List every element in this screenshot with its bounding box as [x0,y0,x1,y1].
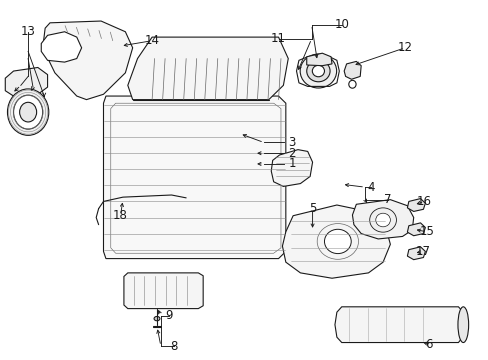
Polygon shape [407,199,425,211]
Ellipse shape [324,229,350,253]
Polygon shape [103,96,285,258]
Ellipse shape [457,307,468,342]
Ellipse shape [375,213,389,227]
Text: 1: 1 [288,157,295,170]
Ellipse shape [300,54,336,88]
Ellipse shape [312,65,324,77]
Text: 3: 3 [288,136,295,149]
Text: 2: 2 [288,147,295,160]
Text: 11: 11 [270,32,285,45]
Ellipse shape [306,60,329,82]
Ellipse shape [369,208,396,232]
Polygon shape [123,273,203,309]
Text: 9: 9 [165,309,173,322]
Polygon shape [334,307,465,342]
Text: 12: 12 [397,41,411,54]
Text: 6: 6 [425,338,432,351]
Polygon shape [5,67,47,96]
Ellipse shape [14,95,42,129]
Ellipse shape [20,102,37,122]
Polygon shape [42,21,132,100]
Polygon shape [407,247,425,260]
Text: 10: 10 [334,18,348,31]
Polygon shape [271,150,312,186]
Polygon shape [407,223,425,236]
Text: 4: 4 [366,181,374,194]
Polygon shape [352,200,413,239]
Polygon shape [282,205,389,278]
Text: 7: 7 [384,193,391,206]
Text: 5: 5 [308,202,316,215]
Text: 15: 15 [419,225,433,238]
Text: 13: 13 [20,25,36,38]
Ellipse shape [154,316,160,321]
Polygon shape [344,62,361,79]
Text: 17: 17 [415,245,430,258]
Text: 14: 14 [144,34,159,47]
Polygon shape [41,32,81,62]
Text: 18: 18 [113,209,128,222]
Text: 8: 8 [170,339,177,352]
Polygon shape [306,53,331,66]
Text: 16: 16 [416,195,431,208]
Ellipse shape [7,89,49,135]
Polygon shape [127,37,287,100]
